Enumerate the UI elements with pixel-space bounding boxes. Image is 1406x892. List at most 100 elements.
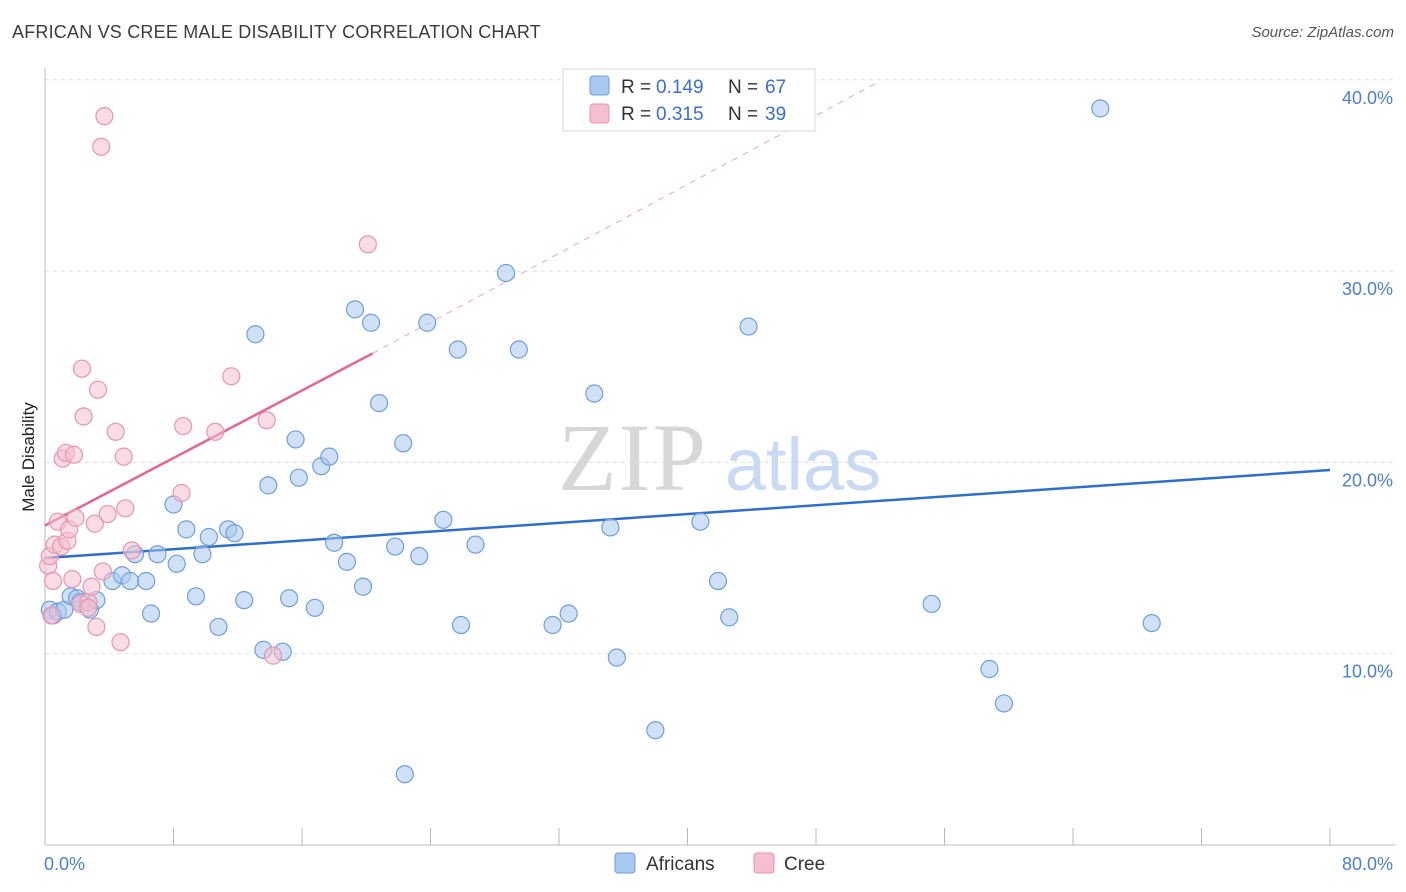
- cree-point-25: [98, 504, 117, 524]
- chart-title: AFRICAN VS CREE MALE DISABILITY CORRELAT…: [12, 22, 541, 42]
- y-tick-label-1: 20.0%: [1342, 470, 1393, 490]
- legend-n-value-cree: 39: [765, 104, 786, 125]
- africans-trend-line: [44, 468, 1331, 560]
- bottom-legend-label-cree: Cree: [784, 854, 825, 875]
- cree-point-16: [74, 407, 93, 426]
- cree-point-27: [111, 633, 130, 652]
- cree-point-31: [172, 483, 191, 503]
- africans-point-40: [361, 313, 381, 332]
- axes: [44, 68, 1395, 846]
- bottom-legend-label-africans: Africans: [646, 854, 715, 875]
- africans-point-31: [286, 430, 305, 449]
- cree-point-29: [116, 499, 135, 518]
- africans-point-41: [370, 393, 389, 413]
- cree-point-36: [263, 646, 283, 665]
- africans-point-61: [720, 608, 739, 627]
- africans-point-36: [325, 533, 344, 552]
- africans-point-28: [259, 476, 278, 495]
- africans-point-56: [601, 518, 620, 537]
- africans-point-38: [345, 300, 365, 319]
- x-tick-labels: 0.0% 80.0%: [44, 854, 1393, 874]
- cree-point-32: [174, 416, 193, 436]
- africans-point-30: [280, 589, 299, 608]
- watermark-zip: ZIP: [558, 404, 708, 511]
- y-axis-label: Male Disability: [19, 402, 38, 512]
- africans-point-53: [543, 615, 562, 635]
- africans-point-55: [585, 384, 604, 403]
- cree-point-19: [85, 514, 104, 533]
- cree-point-2: [42, 606, 61, 625]
- cree-point-26: [106, 422, 125, 441]
- cree-point-33: [206, 422, 225, 441]
- africans-point-44: [395, 765, 414, 784]
- africans-point-43: [394, 434, 413, 453]
- africans-point-39: [353, 577, 373, 596]
- africans-point-58: [646, 721, 665, 740]
- cree-point-30: [122, 541, 141, 560]
- data-points: [39, 99, 1161, 784]
- legend-n-label-cree: N =: [728, 104, 758, 125]
- cree-point-20: [87, 617, 106, 637]
- legend-swatch-africans: [589, 75, 610, 96]
- africans-point-19: [186, 587, 206, 606]
- africans-point-67: [1142, 613, 1161, 633]
- africans-point-65: [994, 694, 1014, 713]
- africans-point-22: [209, 617, 228, 637]
- africans-point-33: [305, 598, 324, 617]
- africans-point-45: [410, 547, 429, 566]
- cree-point-34: [222, 367, 241, 386]
- y-tick-label-2: 30.0%: [1342, 279, 1393, 299]
- africans-point-59: [691, 512, 710, 531]
- source-label: Source: ZipAtlas.com: [1251, 24, 1394, 41]
- africans-point-42: [386, 537, 405, 556]
- africans-point-35: [320, 447, 339, 466]
- grid-lines: [45, 79, 1395, 655]
- africans-point-18: [177, 520, 196, 539]
- africans-point-63: [922, 594, 941, 614]
- africans-point-62: [739, 317, 758, 336]
- africans-point-20: [193, 545, 212, 564]
- legend-n-label-africans: N =: [728, 77, 758, 98]
- cree-point-22: [92, 137, 111, 156]
- cree-point-28: [114, 447, 133, 466]
- cree-point-24: [95, 107, 114, 126]
- africans-point-60: [708, 571, 728, 591]
- legend: R = 0.149 N = 67 R = 0.315 N = 39: [562, 68, 816, 132]
- cree-point-38: [79, 598, 98, 617]
- africans-point-21: [199, 527, 218, 547]
- y-tick-label-3: 40.0%: [1342, 88, 1393, 108]
- cree-trend-line: [44, 352, 374, 527]
- x-tick-label-0: 0.0%: [44, 854, 85, 874]
- y-tick-label-0: 10.0%: [1342, 662, 1393, 682]
- africans-point-54: [559, 604, 578, 623]
- africans-point-26: [246, 325, 265, 344]
- cree-point-35: [257, 411, 276, 430]
- africans-point-17: [167, 554, 186, 573]
- africans-point-24: [225, 524, 244, 543]
- x-tick-label-1: 80.0%: [1342, 854, 1393, 874]
- africans-point-25: [235, 591, 254, 610]
- africans-point-52: [509, 340, 528, 359]
- legend-swatch-cree: [589, 103, 610, 124]
- bottom-legend-swatch-cree: [753, 852, 775, 874]
- bottom-legend-swatch-africans: [614, 852, 636, 874]
- africans-point-14: [141, 604, 161, 623]
- bottom-legend: Africans Cree: [614, 852, 825, 875]
- cree-point-13: [66, 508, 85, 527]
- africans-point-47: [434, 510, 453, 529]
- trend-lines: [44, 83, 1331, 560]
- legend-r-label-cree: R =: [621, 104, 651, 125]
- cree-point-21: [88, 380, 108, 399]
- africans-point-32: [289, 468, 308, 487]
- watermark: ZIP atlas: [558, 404, 881, 511]
- cree-point-37: [358, 235, 377, 254]
- watermark-atlas: atlas: [725, 423, 881, 506]
- legend-r-value-africans: 0.149: [656, 77, 704, 98]
- cree-point-12: [64, 445, 84, 464]
- cree-point-3: [43, 571, 63, 591]
- legend-n-value-africans: 67: [765, 77, 786, 98]
- legend-r-label-africans: R =: [621, 77, 651, 98]
- cree-point-15: [72, 359, 92, 378]
- africans-point-46: [418, 313, 437, 332]
